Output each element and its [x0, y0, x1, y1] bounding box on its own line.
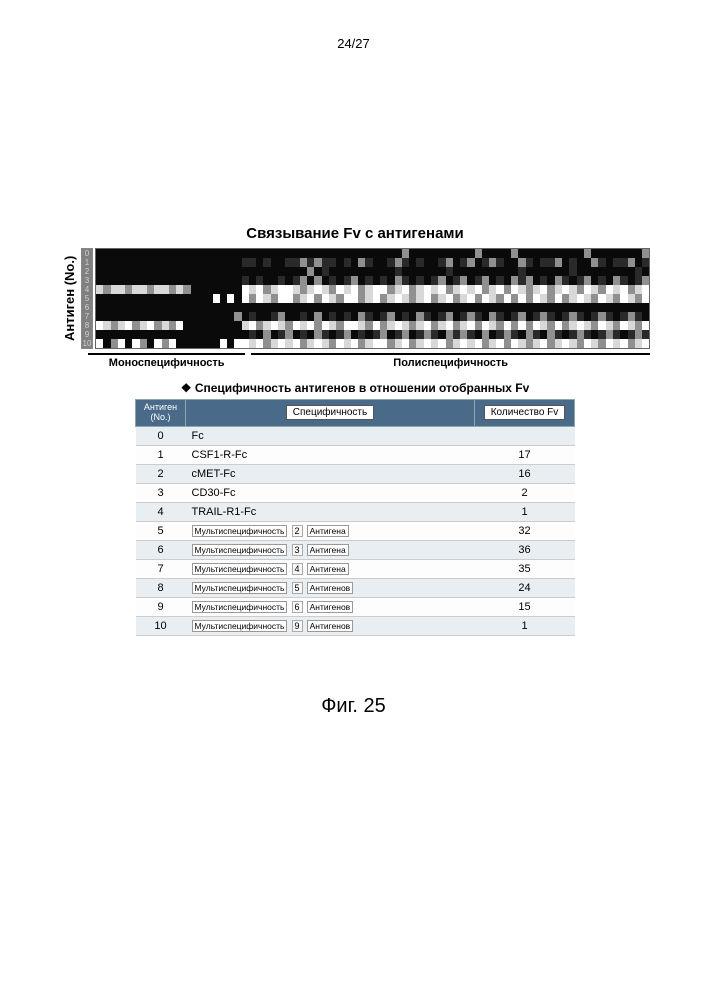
table-row: 8Мультиспецифичность 5 Антигенов24	[136, 579, 575, 598]
cell-specificity: Мультиспецифичность 6 Антигенов	[186, 598, 475, 617]
cell-specificity: TRAIL-R1-Fc	[186, 502, 475, 521]
y-tick: 10	[82, 339, 92, 348]
table-row: 3CD30-Fc2	[136, 483, 575, 502]
poly-label: Полиспецифичность	[251, 353, 650, 369]
y-axis-label: Антиген (No.)	[60, 248, 79, 349]
col-header-spec: Специфичность	[186, 400, 475, 427]
cell-fv-count: 2	[475, 483, 575, 502]
table-row: 1CSF1-R-Fc17	[136, 445, 575, 464]
col-header-count: Количество Fv	[475, 400, 575, 427]
cell-antigen-no: 4	[136, 502, 186, 521]
heatmap-row	[96, 330, 649, 339]
y-tick: 5	[82, 294, 92, 303]
cell-antigen-no: 3	[136, 483, 186, 502]
table-row: 4TRAIL-R1-Fc1	[136, 502, 575, 521]
table-row: 10Мультиспецифичность 9 Антигенов1	[136, 617, 575, 636]
heatmap-row	[96, 267, 649, 276]
heatmap-row	[96, 258, 649, 267]
heatmap-row	[96, 303, 649, 312]
heatmap-row	[96, 285, 649, 294]
cell-specificity: Мультиспецифичность 5 Антигенов	[186, 579, 475, 598]
cell-antigen-no: 7	[136, 559, 186, 578]
table-row: 5Мультиспецифичность 2 Антигена32	[136, 521, 575, 540]
cell-antigen-no: 10	[136, 617, 186, 636]
mono-label: Моноспецифичность	[88, 353, 245, 369]
col-header-antigen: Антиген (No.)	[136, 400, 186, 427]
section-labels: Моноспецифичность Полиспецифичность	[88, 353, 650, 369]
page-number: 24/27	[0, 36, 707, 51]
cell-fv-count: 15	[475, 598, 575, 617]
y-tick: 7	[82, 312, 92, 321]
cell-fv-count	[475, 426, 575, 445]
cell-specificity: CD30-Fc	[186, 483, 475, 502]
specificity-table: Антиген (No.) Специфичность Количество F…	[135, 399, 575, 636]
cell-antigen-no: 1	[136, 445, 186, 464]
cell-antigen-no: 0	[136, 426, 186, 445]
cell-specificity: cMET-Fc	[186, 464, 475, 483]
cell-antigen-no: 2	[136, 464, 186, 483]
table-row: 7Мультиспецифичность 4 Антигена35	[136, 559, 575, 578]
cell-specificity: Мультиспецифичность 9 Антигенов	[186, 617, 475, 636]
cell-fv-count: 32	[475, 521, 575, 540]
cell-specificity: Мультиспецифичность 2 Антигена	[186, 521, 475, 540]
chart-title: Связывание Fv с антигенами	[60, 225, 650, 242]
heatmap-row	[96, 339, 649, 348]
cell-fv-count: 16	[475, 464, 575, 483]
heatmap-row	[96, 321, 649, 330]
cell-specificity: Fc	[186, 426, 475, 445]
figure-caption: Фиг. 25	[0, 695, 707, 718]
cell-antigen-no: 6	[136, 540, 186, 559]
cell-fv-count: 1	[475, 502, 575, 521]
table-row: 2cMET-Fc16	[136, 464, 575, 483]
y-tick: 4	[82, 285, 92, 294]
table-title: Специфичность антигенов в отношении отоб…	[60, 381, 650, 395]
cell-fv-count: 36	[475, 540, 575, 559]
y-tick: 8	[82, 321, 92, 330]
heatmap-row	[96, 276, 649, 285]
y-axis-numbers: 012345678910	[81, 248, 93, 349]
y-tick: 6	[82, 303, 92, 312]
cell-specificity: Мультиспецифичность 3 Антигена	[186, 540, 475, 559]
cell-fv-count: 17	[475, 445, 575, 464]
table-row: 9Мультиспецифичность 6 Антигенов15	[136, 598, 575, 617]
cell-antigen-no: 5	[136, 521, 186, 540]
table-row: 0Fc	[136, 426, 575, 445]
heatmap-row	[96, 294, 649, 303]
heatmap-row	[96, 249, 649, 258]
y-tick: 2	[82, 267, 92, 276]
y-tick: 3	[82, 276, 92, 285]
cell-specificity: Мультиспецифичность 4 Антигена	[186, 559, 475, 578]
heatmap-grid	[95, 248, 650, 349]
cell-antigen-no: 9	[136, 598, 186, 617]
cell-fv-count: 24	[475, 579, 575, 598]
cell-fv-count: 1	[475, 617, 575, 636]
cell-specificity: CSF1-R-Fc	[186, 445, 475, 464]
heatmap-row	[96, 312, 649, 321]
cell-antigen-no: 8	[136, 579, 186, 598]
y-tick: 9	[82, 330, 92, 339]
y-tick: 0	[82, 249, 92, 258]
heatmap-chart: Антиген (No.) 012345678910	[60, 248, 650, 349]
cell-fv-count: 35	[475, 559, 575, 578]
table-row: 6Мультиспецифичность 3 Антигена36	[136, 540, 575, 559]
y-tick: 1	[82, 258, 92, 267]
figure-25: Связывание Fv с антигенами Антиген (No.)…	[60, 225, 650, 636]
